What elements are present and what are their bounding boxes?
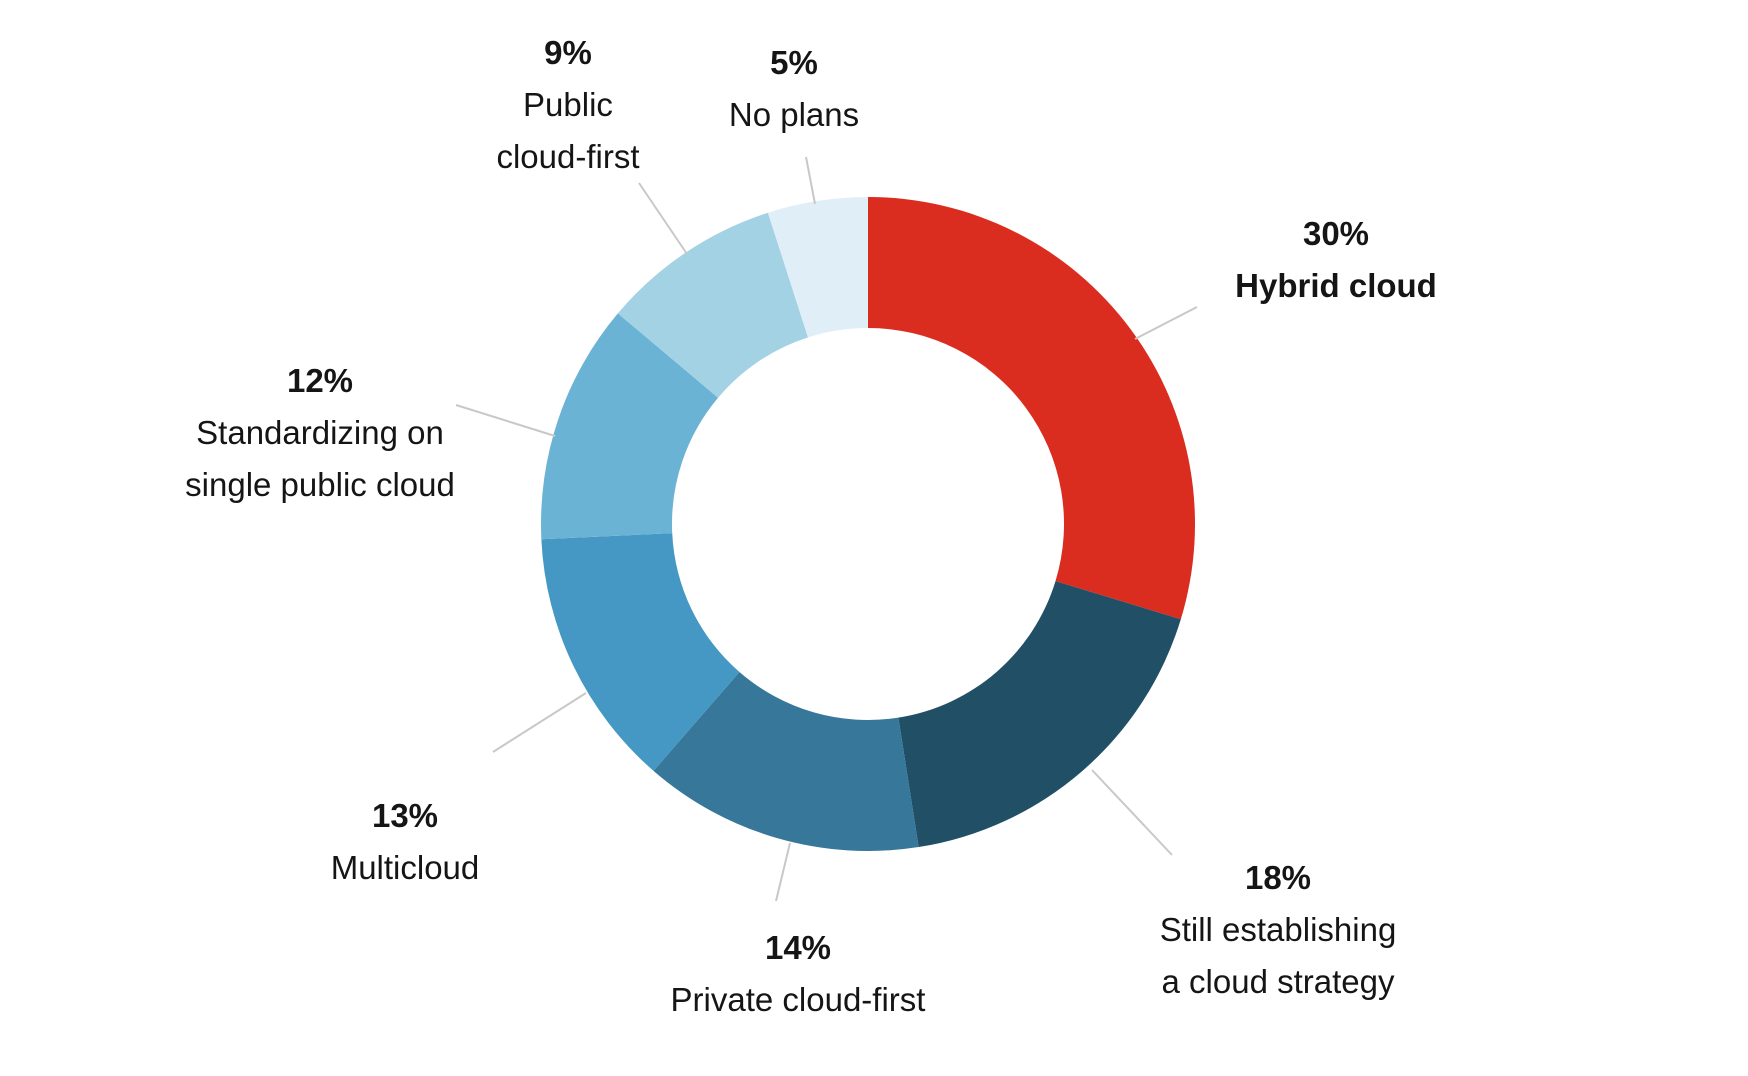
slice-private-cloud-first [653, 671, 919, 852]
donut-slices [541, 197, 1195, 852]
category-label-standardizing-on-single-public-cloud-line-1: Standardizing on [196, 414, 444, 451]
category-label-still-establishing-a-cloud-strategy-line-2: a cloud strategy [1162, 963, 1395, 1000]
data-label-no-plans: 5% [770, 44, 818, 81]
slice-still-establishing-a-cloud-strategy [898, 581, 1181, 848]
slice-hybrid-cloud [868, 197, 1195, 620]
data-label-hybrid-cloud: 30% [1303, 215, 1369, 252]
data-label-still-establishing-a-cloud-strategy: 18% [1245, 859, 1311, 896]
leader-line-private-cloud-first [775, 842, 791, 902]
leader-line-public-cloud-first [638, 182, 688, 255]
category-label-still-establishing-a-cloud-strategy-line-1: Still establishing [1160, 911, 1397, 948]
leader-lines [455, 156, 1198, 902]
data-label-multicloud: 13% [372, 797, 438, 834]
data-label-public-cloud-first: 9% [544, 34, 592, 71]
slice-no-plans [767, 197, 868, 338]
category-label-standardizing-on-single-public-cloud-line-2: single public cloud [185, 466, 455, 503]
leader-line-standardizing-on-single-public-cloud [455, 404, 556, 437]
leader-line-no-plans [805, 156, 816, 205]
slice-multicloud [541, 533, 740, 771]
slice-public-cloud-first [617, 212, 809, 398]
leader-line-still-establishing-a-cloud-strategy [1091, 769, 1173, 856]
category-label-private-cloud-first-line-1: Private cloud-first [671, 981, 926, 1018]
category-label-multicloud-line-1: Multicloud [331, 849, 480, 886]
category-label-public-cloud-first-line-2: cloud-first [496, 138, 639, 175]
category-label-public-cloud-first-line-1: Public [523, 86, 613, 123]
category-label-no-plans-line-1: No plans [729, 96, 859, 133]
leader-line-hybrid-cloud [1134, 306, 1198, 340]
slice-standardizing-on-single-public-cloud [541, 313, 719, 540]
slice-labels: 30% Hybrid cloud 18% Still establishing a cl… [185, 34, 1437, 1018]
leader-line-multicloud [492, 692, 587, 753]
data-label-standardizing-on-single-public-cloud: 12% [287, 362, 353, 399]
data-label-private-cloud-first: 14% [765, 929, 831, 966]
category-label-hybrid-cloud-line-1: Hybrid cloud [1235, 267, 1437, 304]
